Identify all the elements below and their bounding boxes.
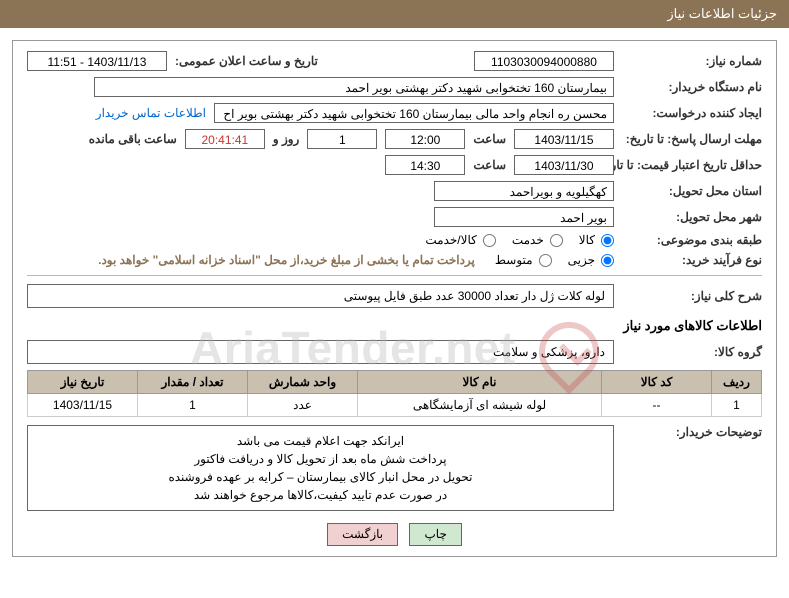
radio-medium-label: متوسط	[495, 253, 533, 267]
announce-value: 1403/11/13 - 11:51	[27, 51, 167, 71]
time-label-2: ساعت	[473, 158, 506, 172]
th-name: نام کالا	[358, 371, 602, 394]
need-number-value: 1103030094000880	[474, 51, 614, 71]
price-validity-label: حداقل تاریخ اعتبار قیمت: تا تاریخ:	[622, 158, 762, 172]
buyer-note-line: تحویل در محل انبار کالای بیمارستان – کرا…	[38, 468, 603, 486]
province-value: کهگیلویه و بویراحمد	[434, 181, 614, 201]
purchase-type-label: نوع فرآیند خرید:	[622, 253, 762, 267]
radio-medium[interactable]	[539, 254, 552, 267]
cell-unit: عدد	[248, 394, 358, 417]
page-header: جزئیات اطلاعات نیاز	[0, 0, 789, 28]
page-title: جزئیات اطلاعات نیاز	[667, 6, 777, 21]
radio-both[interactable]	[483, 234, 496, 247]
creator-value: محسن ره انجام واحد مالی بیمارستان 160 تخ…	[214, 103, 614, 123]
radio-both-label: کالا/خدمت	[425, 233, 476, 247]
buyer-note-line: پرداخت شش ماه بعد از تحویل کالا و دریافت…	[38, 450, 603, 468]
reply-deadline-label: مهلت ارسال پاسخ: تا تاریخ:	[622, 132, 762, 146]
buyer-note-line: ایرانکد جهت اعلام قیمت می باشد	[38, 432, 603, 450]
cell-code: --	[602, 394, 712, 417]
group-value: دارو، پزشکی و سلامت	[27, 340, 614, 364]
overview-label: شرح کلی نیاز:	[622, 289, 762, 303]
radio-goods-label: کالا	[579, 233, 595, 247]
announce-label: تاریخ و ساعت اعلان عمومی:	[175, 54, 318, 68]
radio-partial-label: جزیی	[568, 253, 595, 267]
purchase-note: پرداخت تمام یا بخشی از مبلغ خرید،از محل …	[98, 253, 475, 267]
reply-date: 1403/11/15	[514, 129, 614, 149]
cell-qty: 1	[138, 394, 248, 417]
buyer-notes-box: ایرانکد جهت اعلام قیمت می باشد پرداخت شش…	[27, 425, 614, 511]
cell-row: 1	[712, 394, 762, 417]
goods-info-title: اطلاعات کالاهای مورد نیاز	[27, 318, 762, 334]
city-label: شهر محل تحویل:	[622, 210, 762, 224]
cell-name: لوله شیشه ای آزمایشگاهی	[358, 394, 602, 417]
th-row: ردیف	[712, 371, 762, 394]
contact-buyer-link[interactable]: اطلاعات تماس خریدار	[96, 106, 206, 120]
days-text: روز و	[273, 132, 300, 146]
th-unit: واحد شمارش	[248, 371, 358, 394]
buyer-note-line: در صورت عدم تایید کیفیت،کالاها مرجوع خوا…	[38, 486, 603, 504]
reply-time: 12:00	[385, 129, 465, 149]
creator-label: ایجاد کننده درخواست:	[622, 106, 762, 120]
time-label-1: ساعت	[473, 132, 506, 146]
radio-service-label: خدمت	[512, 233, 544, 247]
radio-service[interactable]	[550, 234, 563, 247]
province-label: استان محل تحویل:	[622, 184, 762, 198]
th-date: تاریخ نیاز	[28, 371, 138, 394]
overview-value: لوله کلات ژل دار تعداد 30000 عدد طبق فای…	[27, 284, 614, 308]
category-label: طبقه بندی موضوعی:	[622, 233, 762, 247]
city-value: بویر احمد	[434, 207, 614, 227]
radio-partial[interactable]	[601, 254, 614, 267]
th-qty: تعداد / مقدار	[138, 371, 248, 394]
group-label: گروه کالا:	[622, 345, 762, 359]
back-button[interactable]: بازگشت	[327, 523, 398, 546]
price-date: 1403/11/30	[514, 155, 614, 175]
price-time: 14:30	[385, 155, 465, 175]
table-header-row: ردیف کد کالا نام کالا واحد شمارش تعداد /…	[28, 371, 762, 394]
th-code: کد کالا	[602, 371, 712, 394]
table-row: 1 -- لوله شیشه ای آزمایشگاهی عدد 1 1403/…	[28, 394, 762, 417]
buyer-notes-label: توضیحات خریدار:	[622, 425, 762, 439]
buyer-org-value: بیمارستان 160 تختخوابی شهید دکتر بهشتی ب…	[94, 77, 614, 97]
print-button[interactable]: چاپ	[409, 523, 461, 546]
radio-goods[interactable]	[601, 234, 614, 247]
cell-date: 1403/11/15	[28, 394, 138, 417]
buyer-org-label: نام دستگاه خریدار:	[622, 80, 762, 94]
countdown-value: 20:41:41	[185, 129, 265, 149]
need-number-label: شماره نیاز:	[622, 54, 762, 68]
days-remaining: 1	[307, 129, 377, 149]
remain-text: ساعت باقی مانده	[89, 132, 177, 146]
goods-table: ردیف کد کالا نام کالا واحد شمارش تعداد /…	[27, 370, 762, 417]
